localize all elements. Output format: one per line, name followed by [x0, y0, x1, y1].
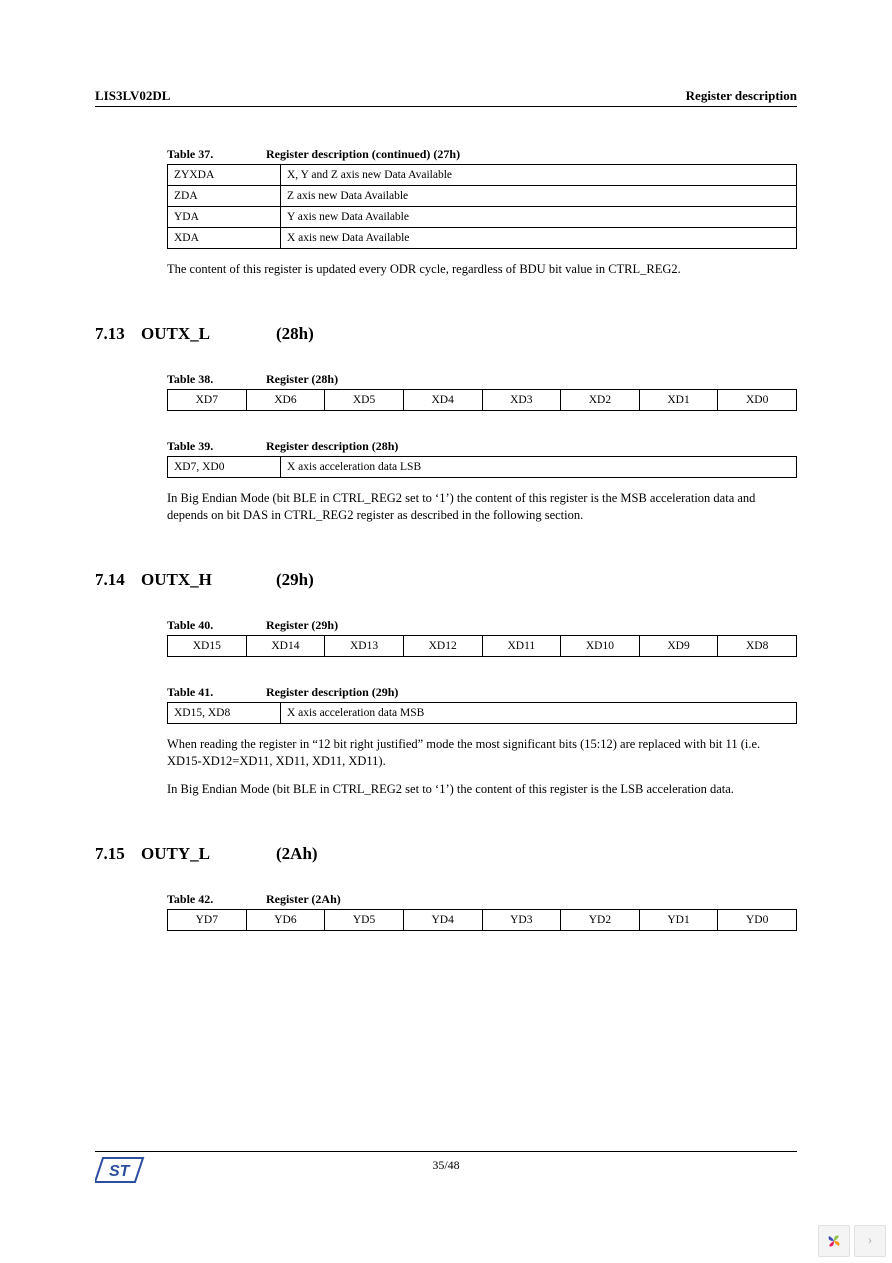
bit-cell: XD6: [246, 389, 325, 410]
table-row: XD15 XD14 XD13 XD12 XD11 XD10 XD9 XD8: [168, 635, 797, 656]
table37: ZYXDAX, Y and Z axis new Data Available …: [167, 164, 797, 249]
page-number: 35/48: [432, 1158, 459, 1173]
bit-cell: XD13: [325, 635, 404, 656]
table-row: YD7 YD6 YD5 YD4 YD3 YD2 YD1 YD0: [168, 910, 797, 931]
st-logo-icon: ST: [95, 1156, 149, 1188]
table41-caption: Table 41. Register description (29h): [167, 685, 797, 700]
table42-cap-num: Table 42.: [167, 892, 263, 907]
bit-cell: XD8: [718, 635, 797, 656]
bit-cell: XD5: [325, 389, 404, 410]
table40: XD15 XD14 XD13 XD12 XD11 XD10 XD9 XD8: [167, 635, 797, 657]
section-7-13-heading: 7.13OUTX_L(28h): [95, 324, 797, 344]
table38: XD7 XD6 XD5 XD4 XD3 XD2 XD1 XD0: [167, 389, 797, 411]
table42-caption: Table 42. Register (2Ah): [167, 892, 797, 907]
para-after-t39: In Big Endian Mode (bit BLE in CTRL_REG2…: [167, 490, 797, 524]
nav-logo-button[interactable]: [818, 1225, 850, 1257]
cell-val: X axis acceleration data MSB: [281, 702, 797, 723]
bit-cell: XD1: [639, 389, 718, 410]
bit-cell: XD0: [718, 389, 797, 410]
sec-name: OUTX_H: [141, 570, 276, 590]
para-after-t37: The content of this register is updated …: [167, 261, 797, 278]
table39: XD7, XD0X axis acceleration data LSB: [167, 456, 797, 478]
bit-cell: XD15: [168, 635, 247, 656]
sec-num: 7.15: [95, 844, 141, 864]
nav-widget: ›: [818, 1225, 886, 1257]
page: LIS3LV02DL Register description Table 37…: [0, 0, 892, 1263]
bit-cell: XD4: [403, 389, 482, 410]
sec-name: OUTX_L: [141, 324, 276, 344]
bit-cell: XD3: [482, 389, 561, 410]
table38-cap-title: Register (28h): [266, 372, 338, 386]
bit-cell: YD3: [482, 910, 561, 931]
sec-addr: (29h): [276, 570, 314, 589]
table42: YD7 YD6 YD5 YD4 YD3 YD2 YD1 YD0: [167, 909, 797, 931]
table40-cap-num: Table 40.: [167, 618, 263, 633]
page-header: LIS3LV02DL Register description: [95, 88, 797, 107]
table41-cap-num: Table 41.: [167, 685, 263, 700]
table37-cap-title: Register description (continued) (27h): [266, 147, 460, 161]
table-row: ZDAZ axis new Data Available: [168, 186, 797, 207]
page-footer: ST 35/48: [95, 1151, 797, 1173]
table42-cap-title: Register (2Ah): [266, 892, 341, 906]
table-row: XD15, XD8X axis acceleration data MSB: [168, 702, 797, 723]
bit-cell: YD0: [718, 910, 797, 931]
chevron-right-icon: ›: [868, 1233, 873, 1249]
svg-text:ST: ST: [109, 1163, 131, 1180]
cell-key: XDA: [168, 228, 281, 249]
table37-cap-num: Table 37.: [167, 147, 263, 162]
para-after-t41b: In Big Endian Mode (bit BLE in CTRL_REG2…: [167, 781, 797, 798]
sec-num: 7.13: [95, 324, 141, 344]
cell-key: ZYXDA: [168, 165, 281, 186]
table37-caption: Table 37. Register description (continue…: [167, 147, 797, 162]
bit-cell: YD4: [403, 910, 482, 931]
bit-cell: XD9: [639, 635, 718, 656]
cell-val: X axis new Data Available: [281, 228, 797, 249]
sec-name: OUTY_L: [141, 844, 276, 864]
cell-val: X axis acceleration data LSB: [281, 456, 797, 477]
sec-addr: (2Ah): [276, 844, 318, 863]
cell-key: XD15, XD8: [168, 702, 281, 723]
table38-caption: Table 38. Register (28h): [167, 372, 797, 387]
table40-cap-title: Register (29h): [266, 618, 338, 632]
pinwheel-icon: [825, 1232, 843, 1250]
sec-addr: (28h): [276, 324, 314, 343]
section-7-14-heading: 7.14OUTX_H(29h): [95, 570, 797, 590]
table-row: XD7, XD0X axis acceleration data LSB: [168, 456, 797, 477]
cell-key: ZDA: [168, 186, 281, 207]
table39-cap-num: Table 39.: [167, 439, 263, 454]
table-row: XD7 XD6 XD5 XD4 XD3 XD2 XD1 XD0: [168, 389, 797, 410]
cell-key: YDA: [168, 207, 281, 228]
para-after-t41a: When reading the register in “12 bit rig…: [167, 736, 797, 770]
header-left: LIS3LV02DL: [95, 88, 170, 104]
bit-cell: XD14: [246, 635, 325, 656]
bit-cell: YD5: [325, 910, 404, 931]
cell-val: X, Y and Z axis new Data Available: [281, 165, 797, 186]
cell-key: XD7, XD0: [168, 456, 281, 477]
bit-cell: XD11: [482, 635, 561, 656]
table39-caption: Table 39. Register description (28h): [167, 439, 797, 454]
content: Table 37. Register description (continue…: [167, 147, 797, 931]
section-7-15-heading: 7.15OUTY_L(2Ah): [95, 844, 797, 864]
bit-cell: XD7: [168, 389, 247, 410]
nav-next-button[interactable]: ›: [854, 1225, 886, 1257]
header-right: Register description: [686, 88, 797, 104]
bit-cell: YD2: [561, 910, 640, 931]
bit-cell: XD12: [403, 635, 482, 656]
table-row: XDAX axis new Data Available: [168, 228, 797, 249]
table-row: YDAY axis new Data Available: [168, 207, 797, 228]
bit-cell: XD2: [561, 389, 640, 410]
bit-cell: YD1: [639, 910, 718, 931]
table41: XD15, XD8X axis acceleration data MSB: [167, 702, 797, 724]
table41-cap-title: Register description (29h): [266, 685, 398, 699]
table-row: ZYXDAX, Y and Z axis new Data Available: [168, 165, 797, 186]
table40-caption: Table 40. Register (29h): [167, 618, 797, 633]
bit-cell: XD10: [561, 635, 640, 656]
table39-cap-title: Register description (28h): [266, 439, 398, 453]
bit-cell: YD7: [168, 910, 247, 931]
cell-val: Z axis new Data Available: [281, 186, 797, 207]
bit-cell: YD6: [246, 910, 325, 931]
sec-num: 7.14: [95, 570, 141, 590]
table38-cap-num: Table 38.: [167, 372, 263, 387]
cell-val: Y axis new Data Available: [281, 207, 797, 228]
